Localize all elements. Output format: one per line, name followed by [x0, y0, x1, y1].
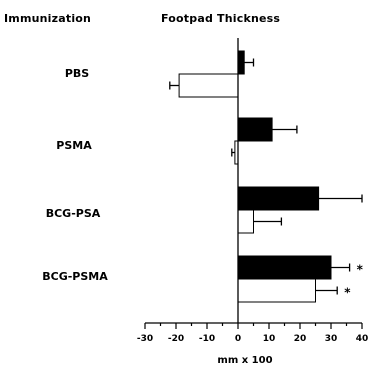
x-tick-label: -30: [137, 334, 153, 344]
bar: [178, 73, 239, 98]
x-tick-label: -20: [168, 334, 184, 344]
significance-mark: *: [344, 286, 351, 300]
significance-mark: *: [357, 263, 364, 277]
x-axis: -30 -20 -10 0 10 20 30 40: [137, 38, 368, 344]
x-axis-label: mm x 100: [217, 355, 272, 366]
bar: [237, 50, 245, 75]
header-immunization: Immunization: [4, 12, 91, 25]
category-label: BCG-PSA: [46, 207, 101, 220]
x-tick-label: 10: [263, 334, 276, 344]
bar: [237, 186, 320, 211]
category-label: PSMA: [56, 139, 92, 152]
x-tick-label: 20: [294, 334, 307, 344]
category-labels: PBS PSMA BCG-PSA BCG-PSMA: [42, 67, 108, 283]
bars-layer: **: [169, 50, 364, 303]
bar: [237, 209, 254, 234]
x-tick-label: 40: [356, 334, 369, 344]
x-tick-label: -10: [199, 334, 215, 344]
bar: [237, 278, 316, 303]
header-footpad-thickness: Footpad Thickness: [161, 12, 280, 25]
bar: [237, 255, 332, 280]
category-label: PBS: [65, 67, 89, 80]
x-tick-label: 30: [325, 334, 338, 344]
category-label: BCG-PSMA: [42, 270, 108, 283]
bar: [237, 117, 273, 142]
x-tick-label: 0: [235, 334, 241, 344]
